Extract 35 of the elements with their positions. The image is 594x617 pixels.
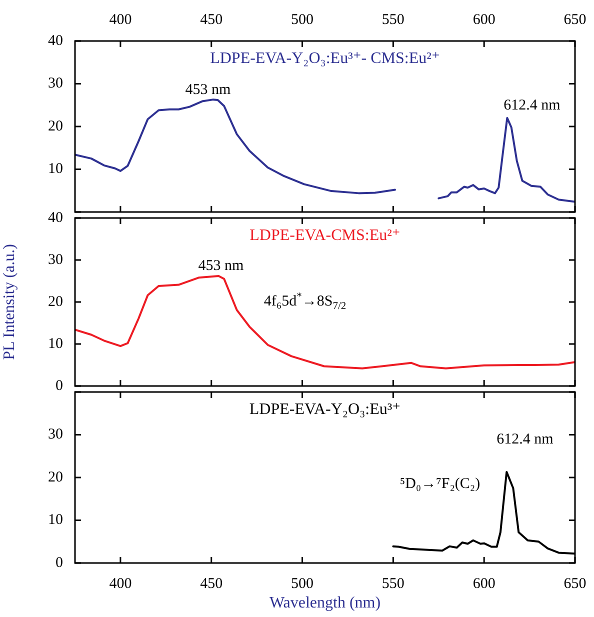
x-axis-title: Wavelength (nm) (269, 594, 381, 612)
x-tick-label: 450 (200, 576, 223, 592)
x-tick-label: 500 (291, 576, 314, 592)
y-tick-label: 10 (48, 161, 63, 178)
y-tick-label: 40 (48, 210, 63, 226)
x-tick-label: 600 (472, 576, 496, 592)
x-tick-label: 400 (109, 576, 132, 592)
annotation: ⁵D₀→⁷F₂(C₂) (400, 476, 480, 492)
y-axis-title: PL Intensity (a.u.) (0, 244, 18, 360)
x-tick-label: 650 (564, 576, 586, 592)
text: LDPE-EVA-Y₂O₃:Eu³⁺- CMS:Eu²⁺ (210, 50, 440, 67)
x-tick-label: 450 (200, 12, 223, 28)
x-tick-label: 550 (382, 12, 404, 28)
x-tick-label: 600 (472, 12, 496, 28)
y-tick-label: 30 (48, 426, 63, 443)
y-tick-label: 0 (56, 378, 63, 394)
y-tick-label: 20 (48, 469, 63, 486)
y-tick-label: 10 (48, 336, 63, 352)
x-tick-label: 650 (564, 12, 586, 28)
x-tick-label: 550 (382, 576, 404, 592)
x-tick-label: 400 (109, 12, 132, 28)
annotation: 453 nm (185, 82, 232, 98)
y-tick-label: 20 (48, 294, 63, 310)
annotation: 612.4 nm (504, 97, 561, 114)
y-tick-label: 10 (48, 512, 63, 528)
y-tick-label: 40 (48, 32, 63, 49)
y-tick-label: 30 (48, 252, 63, 268)
annotation: 612.4 nm (496, 431, 554, 448)
y-tick-label: 0 (56, 554, 63, 571)
annotation: 453 nm (198, 258, 244, 274)
y-tick-label: 30 (48, 76, 63, 92)
text: LDPE-EVA-Y₂O₃:Eu³⁺ (249, 401, 401, 418)
y-tick-label: 20 (48, 118, 63, 134)
x-tick-label: 500 (291, 12, 314, 28)
text: LDPE-EVA-CMS:Eu²⁺ (250, 227, 400, 244)
